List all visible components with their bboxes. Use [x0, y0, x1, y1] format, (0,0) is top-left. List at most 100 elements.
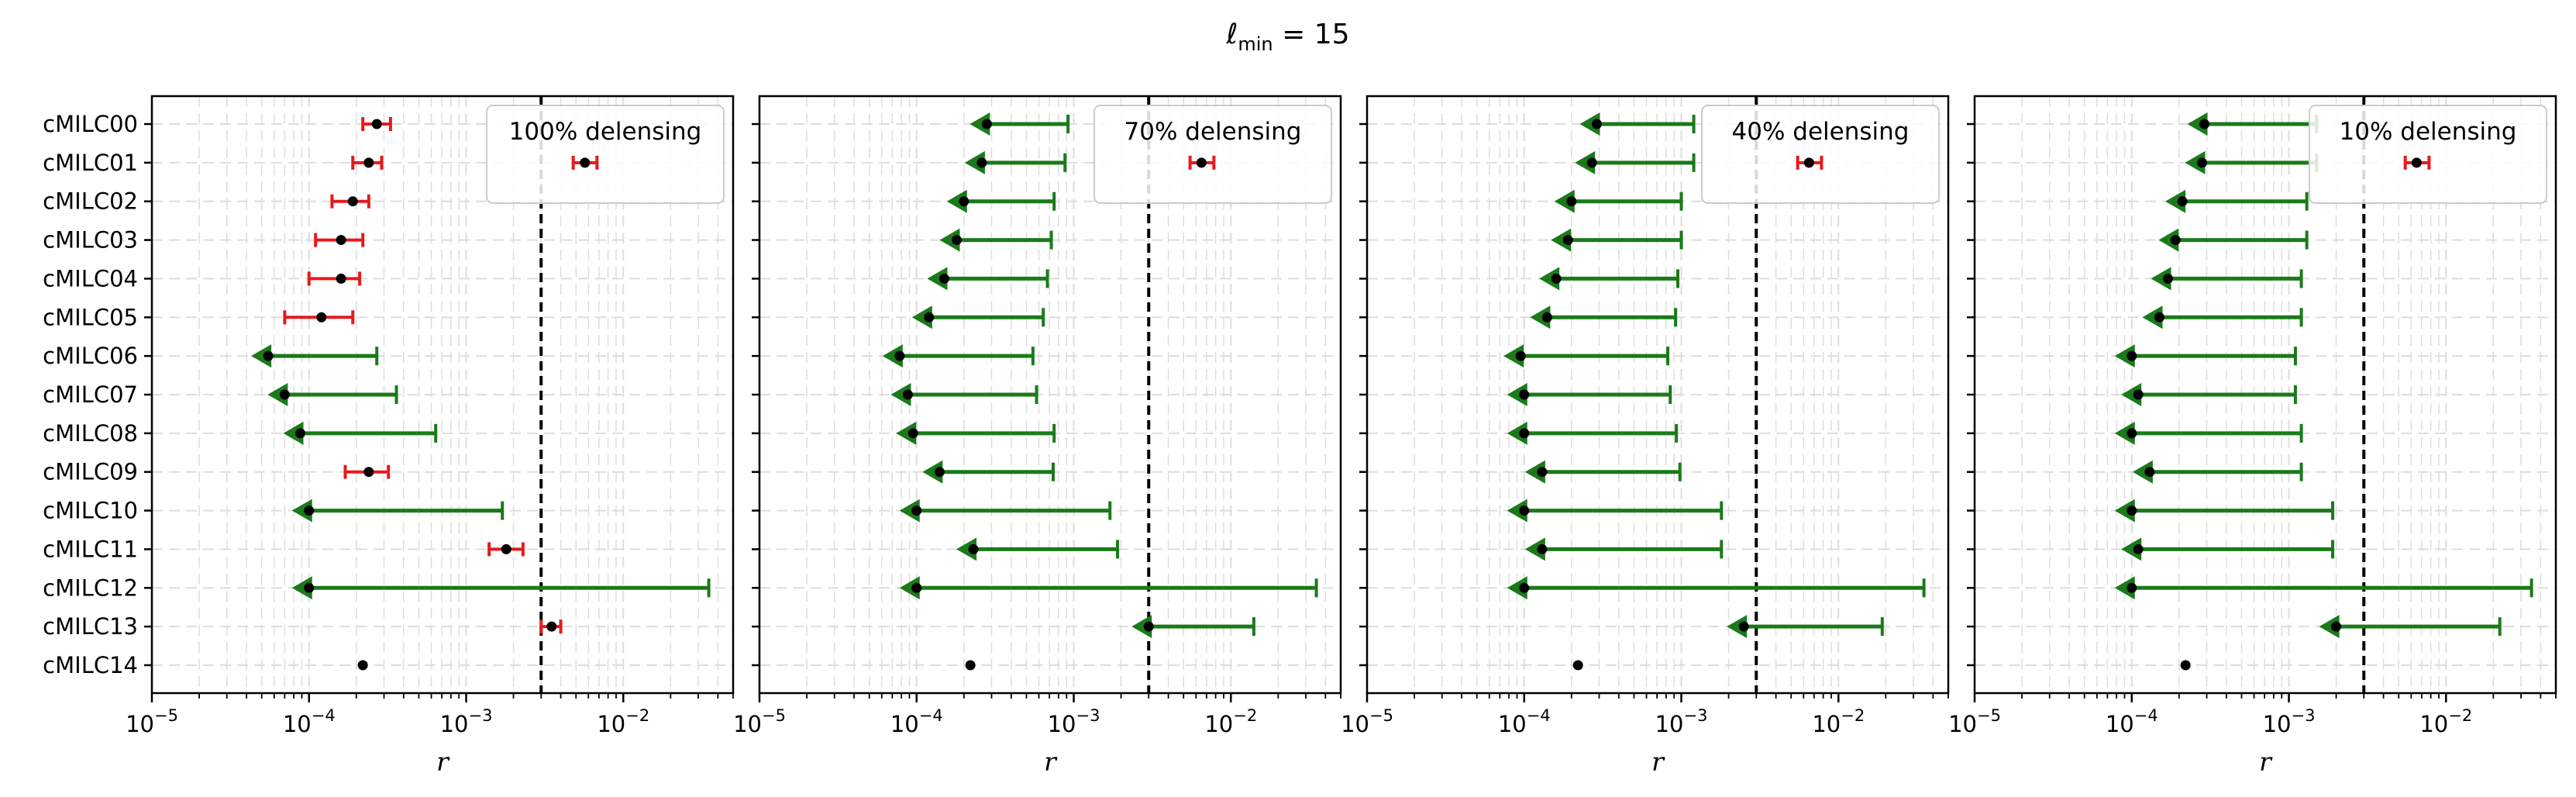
x-tick-base: 10 [2419, 711, 2448, 737]
y-tick-label: cMILC08 [43, 420, 138, 447]
data-point [316, 312, 327, 323]
data-point [2177, 196, 2188, 207]
upper-limit-arrow [2319, 615, 2340, 639]
data-point [1566, 196, 1577, 207]
data-point [279, 389, 290, 400]
x-tick-label: 10−4 [2106, 706, 2158, 737]
upper-limit-arrow [251, 344, 272, 368]
data-point [968, 543, 979, 554]
data-point [336, 273, 346, 284]
x-tick-label: 10−5 [1341, 706, 1393, 737]
data-point [2127, 350, 2137, 361]
data-point [2127, 428, 2137, 439]
data-point [371, 119, 382, 129]
x-axis-label: r [436, 747, 450, 777]
x-tick-label: 10−2 [1204, 706, 1257, 737]
data-point [546, 621, 557, 632]
upper-limit-arrow [1539, 267, 1560, 291]
panel-label-box [1093, 105, 1332, 204]
upper-limit-arrow [1551, 228, 1572, 252]
x-tick-exponent: −5 [1977, 706, 2001, 725]
y-tick-label: cMILC03 [43, 227, 138, 254]
upper-limit-arrow [2132, 460, 2153, 484]
upper-limit-arrow [2142, 305, 2163, 329]
figure-title-subscript: min [1238, 33, 1273, 55]
panel-label: 40% delensing [1732, 118, 1910, 146]
x-tick-exponent: −4 [1527, 706, 1551, 725]
x-tick-base: 10 [2263, 711, 2292, 737]
x-tick-exponent: −5 [154, 706, 178, 725]
data-point [1519, 389, 1530, 400]
data-point [1572, 660, 1583, 671]
data-point [336, 235, 346, 246]
y-tick-label: cMILC14 [43, 652, 138, 678]
upper-limit-arrow [2158, 228, 2179, 252]
data-point [1738, 621, 1749, 632]
data-point [965, 660, 976, 671]
data-point [501, 543, 511, 554]
data-point [924, 312, 935, 323]
x-tick-exponent: −2 [1841, 706, 1865, 725]
upper-limit-arrow [939, 228, 960, 252]
upper-limit-arrow [1524, 537, 1545, 561]
upper-limit-arrow [1575, 150, 1596, 174]
upper-limit-arrow [956, 537, 977, 561]
data-point [2331, 621, 2342, 632]
data-point [2154, 312, 2164, 323]
upper-limit-arrow [896, 421, 917, 445]
data-point [1196, 157, 1207, 168]
upper-limit-arrow [2121, 383, 2142, 406]
data-point [2127, 582, 2137, 593]
x-tick-label: 10−3 [1048, 706, 1100, 737]
data-point [894, 350, 905, 361]
x-tick-base: 10 [597, 711, 625, 737]
upper-limit-arrow [946, 189, 967, 213]
data-marks [882, 112, 1318, 671]
data-point [903, 389, 914, 400]
upper-limit-arrow [291, 499, 312, 523]
x-tick-label: 10−2 [2419, 706, 2472, 737]
data-point [580, 157, 591, 168]
data-point [304, 505, 315, 516]
x-axis-label: r [2259, 747, 2273, 777]
data-point [304, 582, 315, 593]
data-point [347, 196, 358, 207]
x-tick-base: 10 [890, 711, 919, 737]
data-point [2196, 157, 2207, 168]
x-tick-base: 10 [1948, 711, 1977, 737]
x-tick-base: 10 [1204, 711, 1233, 737]
upper-limit-arrow [1507, 576, 1527, 600]
y-tick-label: cMILC06 [43, 343, 138, 369]
x-tick-label: 10−3 [440, 706, 493, 737]
x-tick-exponent: −4 [2134, 706, 2158, 725]
data-point [981, 119, 992, 129]
upper-limit-arrow [1530, 305, 1551, 329]
panel-label-box [486, 105, 725, 204]
upper-limit-arrow [922, 460, 943, 484]
x-tick-base: 10 [1812, 711, 1841, 737]
data-point [2170, 235, 2181, 246]
y-tick-label: cMILC10 [43, 498, 138, 524]
upper-limit-arrow [890, 383, 911, 406]
y-tick-label: cMILC02 [43, 188, 138, 215]
data-marks [1503, 112, 1926, 671]
data-point [2162, 273, 2173, 284]
x-tick-base: 10 [126, 711, 154, 737]
upper-limit-arrow [2114, 421, 2135, 445]
x-axis-label: r [1651, 747, 1665, 777]
panel-label: 10% delensing [2340, 118, 2517, 146]
x-tick-exponent: −5 [1369, 706, 1393, 725]
data-point [1515, 350, 1526, 361]
data-point [907, 428, 918, 439]
data-point [363, 157, 374, 168]
y-tick-label: cMILC04 [43, 265, 138, 292]
x-tick-label: 10−5 [733, 706, 786, 737]
x-tick-base: 10 [733, 711, 762, 737]
y-tick-label: cMILC12 [43, 574, 138, 601]
x-tick-label: 10−5 [126, 706, 178, 737]
